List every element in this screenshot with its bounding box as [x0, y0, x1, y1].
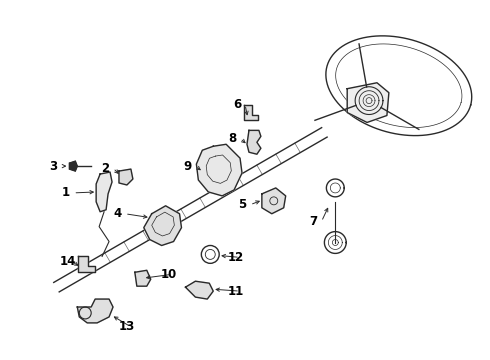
Text: 7: 7: [310, 215, 318, 228]
Text: 11: 11: [228, 285, 245, 298]
Polygon shape: [244, 105, 258, 121]
Text: 14: 14: [59, 255, 76, 268]
Text: 9: 9: [183, 159, 192, 172]
Polygon shape: [135, 270, 151, 286]
Text: 12: 12: [228, 251, 245, 264]
Text: 6: 6: [233, 98, 242, 111]
Text: 13: 13: [119, 320, 135, 333]
Polygon shape: [347, 83, 389, 122]
Polygon shape: [196, 144, 242, 196]
Polygon shape: [144, 206, 181, 246]
Polygon shape: [77, 299, 113, 323]
Polygon shape: [247, 130, 261, 154]
Text: 2: 2: [101, 162, 109, 175]
Polygon shape: [262, 188, 286, 214]
Text: 4: 4: [113, 207, 122, 220]
Polygon shape: [96, 172, 112, 212]
Text: 1: 1: [61, 186, 70, 199]
Polygon shape: [70, 161, 77, 171]
Polygon shape: [185, 281, 213, 299]
Polygon shape: [119, 169, 133, 185]
Polygon shape: [78, 256, 95, 272]
Text: 5: 5: [238, 198, 246, 211]
Text: 10: 10: [161, 268, 177, 281]
Text: 8: 8: [228, 132, 236, 145]
Text: 3: 3: [49, 159, 58, 172]
